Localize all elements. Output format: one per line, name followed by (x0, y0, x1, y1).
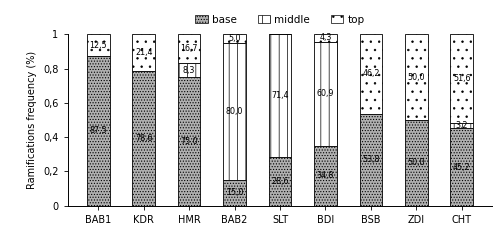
Text: 16,7: 16,7 (180, 44, 198, 53)
Text: 46,2: 46,2 (362, 69, 380, 78)
Text: 12,5: 12,5 (90, 40, 107, 49)
Bar (360, 113, 382, 206)
Bar (87, 34, 110, 56)
Text: 3,2: 3,2 (456, 121, 468, 130)
Text: 75,0: 75,0 (180, 137, 198, 146)
Bar (223, 180, 246, 206)
Text: 80,0: 80,0 (226, 107, 243, 116)
Text: 78,6: 78,6 (135, 134, 152, 143)
Text: 87,5: 87,5 (90, 126, 107, 135)
Bar (132, 34, 155, 71)
Text: 28,6: 28,6 (271, 177, 289, 186)
Text: 34,8: 34,8 (317, 172, 334, 181)
Text: 21,4: 21,4 (135, 48, 152, 57)
Bar (268, 157, 291, 206)
Text: 45,2: 45,2 (453, 162, 470, 171)
Y-axis label: Ramifications frequency (%): Ramifications frequency (%) (28, 51, 38, 189)
Bar (314, 34, 337, 42)
Text: 51,6: 51,6 (453, 74, 470, 83)
Legend: base, middle, top: base, middle, top (191, 10, 369, 29)
Bar (405, 34, 427, 120)
Text: 5,0: 5,0 (228, 34, 241, 43)
Bar (360, 34, 382, 113)
Text: 4,3: 4,3 (320, 34, 332, 42)
Bar (268, 34, 291, 157)
Bar (223, 43, 246, 180)
Text: 53,8: 53,8 (362, 155, 380, 164)
Bar (450, 34, 473, 123)
Text: 50,0: 50,0 (408, 73, 425, 82)
Text: 71,4: 71,4 (271, 91, 289, 100)
Text: 15,0: 15,0 (226, 188, 244, 197)
Bar (223, 34, 246, 43)
Text: 8,3: 8,3 (183, 66, 196, 74)
Bar (132, 71, 155, 206)
Bar (405, 120, 427, 206)
Bar (450, 128, 473, 206)
Bar (314, 42, 337, 146)
Text: 50,0: 50,0 (408, 159, 425, 167)
Bar (178, 34, 201, 63)
Bar (178, 63, 201, 77)
Text: 60,9: 60,9 (316, 89, 334, 98)
Bar (87, 56, 110, 206)
Bar (450, 123, 473, 128)
Bar (314, 146, 337, 206)
Bar (178, 77, 201, 206)
